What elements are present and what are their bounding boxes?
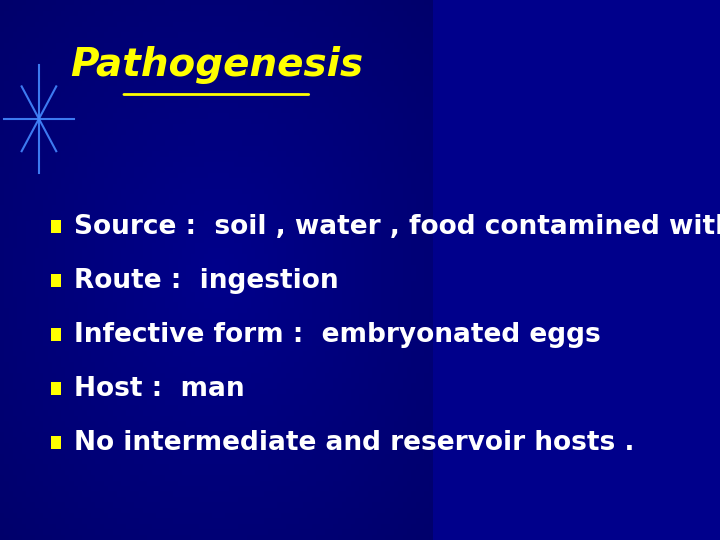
Text: No intermediate and reservoir hosts .: No intermediate and reservoir hosts . [73, 430, 634, 456]
Bar [51, 328, 61, 341]
Text: Route :  ingestion: Route : ingestion [73, 268, 338, 294]
Bar [51, 382, 61, 395]
Bar [51, 220, 61, 233]
Bar [51, 274, 61, 287]
Text: Source :  soil , water , food contamined with eggs.: Source : soil , water , food contamined … [73, 214, 720, 240]
Text: Host :  man: Host : man [73, 376, 244, 402]
Text: Infective form :  embryonated eggs: Infective form : embryonated eggs [73, 322, 600, 348]
Bar [51, 436, 61, 449]
Text: Pathogenesis: Pathogenesis [70, 46, 363, 84]
